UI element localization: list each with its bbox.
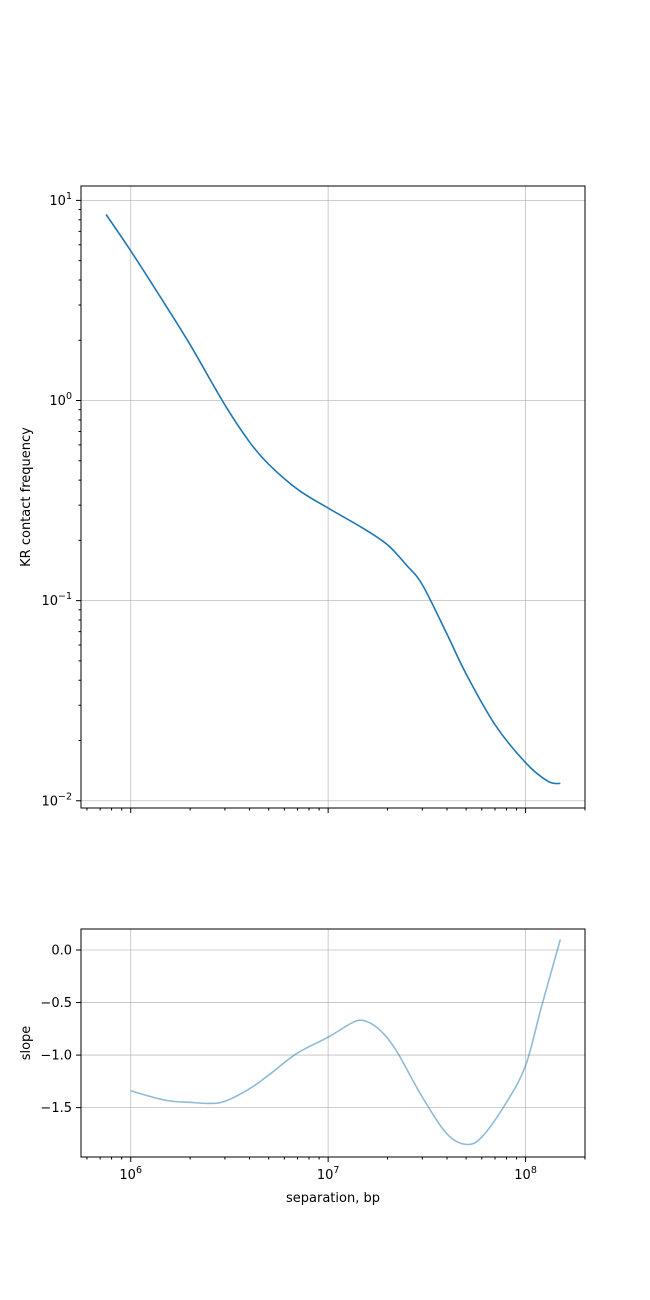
y-tick-label: 10−1 [41, 591, 72, 609]
slope-plot: 106 107 108 0.0 −0.5 −1.0 −1.5 slope separation,… [19, 928, 586, 1206]
axes-frame [80, 928, 586, 1158]
x-tick-label: 108 [514, 1165, 537, 1183]
y-tick-label: −1.0 [40, 1049, 72, 1064]
y-tick-label: 100 [49, 391, 72, 409]
y-tick-label: 10−2 [41, 791, 72, 809]
series-line [130, 939, 562, 1146]
y-axis-label: slope [19, 1026, 34, 1061]
series-line [105, 214, 561, 785]
axes-frame [80, 185, 586, 809]
y-tick-label: −0.5 [40, 996, 72, 1011]
x-axis-label: separation, bp [286, 1191, 380, 1206]
contact-frequency-plot: 101 100 10−1 10−2 KR contact frequency [19, 185, 586, 813]
y-axis-label: KR contact frequency [19, 427, 34, 567]
x-tick-label: 107 [317, 1165, 340, 1183]
y-tick-label: 101 [49, 191, 72, 209]
y-tick-label: 0.0 [51, 944, 72, 959]
x-tick-label: 106 [119, 1165, 142, 1183]
y-tick-label: −1.5 [40, 1101, 72, 1116]
